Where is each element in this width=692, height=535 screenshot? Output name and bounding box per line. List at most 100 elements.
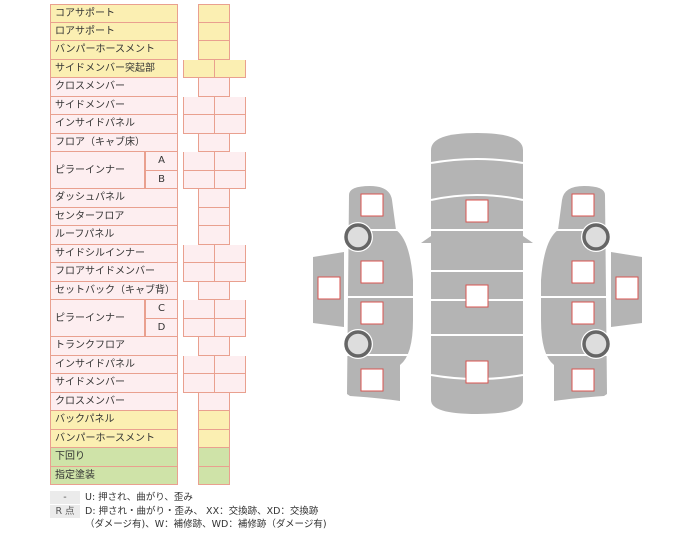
row-label-text: バックパネル	[55, 414, 115, 425]
row-label: 下回り	[50, 448, 178, 467]
row-label: フロア（キャブ床）	[50, 133, 178, 152]
input-cell[interactable]	[198, 78, 230, 97]
row-label-text: サイドメンバー突起部	[55, 62, 155, 74]
input-cell[interactable]	[198, 4, 230, 23]
input-cell[interactable]	[198, 448, 230, 467]
row-label: ピラーインナー	[50, 300, 145, 324]
row-label-text: インサイドパネル	[55, 358, 135, 370]
input-cell[interactable]	[214, 374, 246, 393]
row-label-text: ダッシュパネル	[55, 192, 125, 203]
input-cell[interactable]	[214, 244, 246, 263]
row-label: インサイドパネル	[50, 115, 178, 134]
row-label-text: サイドメンバー	[55, 377, 125, 388]
legend-item: （ダメージ有)、W：補修跡、WD：補修跡（ダメージ有)	[50, 518, 327, 531]
row-label: サイドメンバー	[50, 96, 178, 115]
legend-key: -	[50, 491, 80, 504]
row-label: セットバック（キャブ背）	[50, 281, 178, 300]
marker-box[interactable]	[360, 193, 384, 217]
row-label-text: インサイドパネル	[55, 118, 135, 129]
row-label-text: 下回り	[55, 451, 85, 462]
input-cell[interactable]	[214, 355, 246, 374]
row-label-text: ルーフパネル	[55, 229, 115, 240]
row-label: コアサポート	[50, 4, 178, 23]
marker-box[interactable]	[615, 276, 639, 300]
row-label-text: バンパーホースメント	[55, 432, 155, 444]
input-cell[interactable]	[214, 300, 246, 319]
row-label	[50, 318, 145, 337]
row-label-text: サイドメンバー	[55, 99, 125, 111]
marker-box[interactable]	[571, 260, 595, 284]
marker-box[interactable]	[360, 260, 384, 284]
row-label: フロアサイドメンバー	[50, 263, 178, 282]
row-label: サイドメンバー	[50, 374, 178, 393]
marker-box[interactable]	[360, 301, 384, 325]
input-cell[interactable]	[198, 207, 230, 226]
legend-item: - U: 押され、曲がり、歪み	[50, 491, 193, 504]
row-label: ダッシュパネル	[50, 189, 178, 208]
marker-box[interactable]	[571, 193, 595, 217]
input-cell[interactable]	[198, 189, 230, 208]
row-label: トランクフロア	[50, 337, 178, 356]
row-label: バンパーホースメント	[50, 41, 178, 60]
input-cell[interactable]	[214, 263, 246, 282]
input-cell[interactable]	[214, 318, 246, 337]
marker-box[interactable]	[465, 360, 489, 384]
row-label-text: フロアサイドメンバー	[55, 266, 155, 277]
row-label-text: クロスメンバー	[55, 395, 125, 407]
input-cell[interactable]	[198, 392, 230, 411]
input-cell[interactable]	[214, 96, 246, 115]
row-label: クロスメンバー	[50, 392, 178, 411]
legend-item: R 点 D: 押され・曲がり・歪み、 XX：交換跡、XD：交換跡	[50, 505, 318, 518]
wing-left	[421, 236, 431, 243]
input-cell[interactable]	[214, 152, 246, 171]
row-label-text: クロスメンバー	[55, 81, 125, 92]
row-label-text: ピラーインナー	[55, 313, 125, 324]
marker-box[interactable]	[465, 199, 489, 223]
marker-box[interactable]	[465, 284, 489, 308]
row-label: サイドシルインナー	[50, 244, 178, 263]
input-cell[interactable]	[198, 429, 230, 448]
row-label-text: ロアサポート	[55, 25, 115, 37]
car-top-body	[431, 133, 523, 414]
input-cell[interactable]	[214, 115, 246, 134]
row-label: バンパーホースメント	[50, 429, 178, 448]
legend-key: R 点	[50, 505, 80, 518]
row-label: サイドメンバー突起部	[50, 59, 178, 78]
row-label-text: バンパーホースメント	[55, 44, 155, 55]
sub-label: D	[145, 318, 178, 337]
input-cell[interactable]	[198, 337, 230, 356]
row-label: バックパネル	[50, 411, 178, 430]
input-cell[interactable]	[198, 281, 230, 300]
input-cell[interactable]	[198, 41, 230, 60]
row-label-text: セットバック（キャブ背）	[55, 284, 175, 296]
marker-box[interactable]	[317, 276, 341, 300]
sub-label: C	[145, 300, 178, 319]
row-label: センターフロア	[50, 207, 178, 226]
row-label: ピラーインナー	[50, 152, 145, 176]
row-label-text: トランクフロア	[55, 340, 125, 351]
row-label	[50, 170, 145, 189]
sub-label: A	[145, 152, 178, 171]
row-label-text: ピラーインナー	[55, 165, 125, 176]
wing-right	[523, 236, 533, 243]
row-label-text: フロア（キャブ床）	[55, 136, 145, 148]
marker-box[interactable]	[360, 368, 384, 392]
input-cell[interactable]	[214, 59, 246, 78]
input-cell[interactable]	[198, 226, 230, 245]
row-label: 指定塗装	[50, 466, 178, 485]
marker-box[interactable]	[571, 368, 595, 392]
input-cell[interactable]	[198, 411, 230, 430]
legend-text: （ダメージ有)、W：補修跡、WD：補修跡（ダメージ有)	[85, 519, 327, 530]
input-cell[interactable]	[198, 133, 230, 152]
input-cell[interactable]	[198, 22, 230, 41]
row-label: クロスメンバー	[50, 78, 178, 97]
row-label: ロアサポート	[50, 22, 178, 41]
input-cell[interactable]	[198, 466, 230, 485]
input-cell[interactable]	[214, 170, 246, 189]
row-label: インサイドパネル	[50, 355, 178, 374]
marker-box[interactable]	[571, 301, 595, 325]
row-label: ルーフパネル	[50, 226, 178, 245]
legend-text: U: 押され、曲がり、歪み	[85, 492, 193, 503]
sub-label: B	[145, 170, 178, 189]
